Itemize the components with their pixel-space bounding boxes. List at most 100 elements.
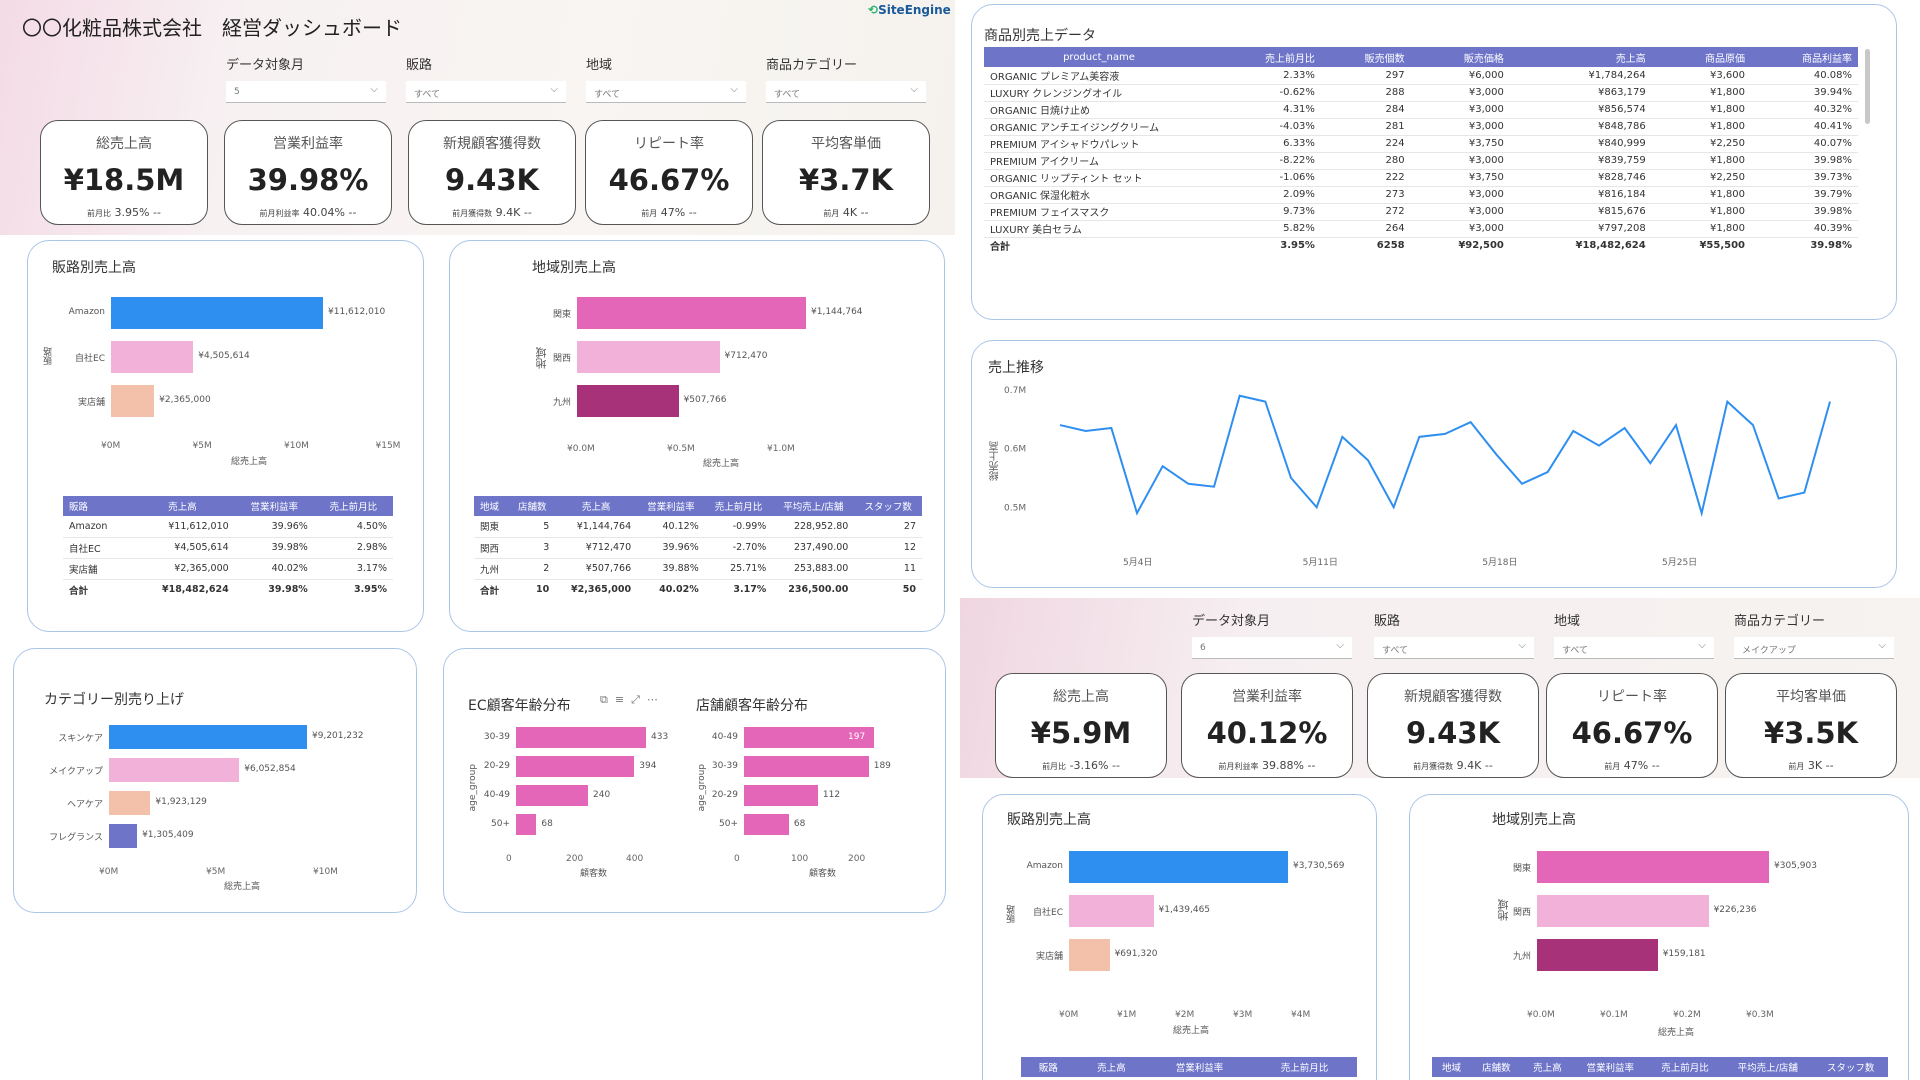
slicer-dropdown[interactable]: 6 ⌵ (1192, 637, 1352, 659)
col-header[interactable]: 店舗数 (509, 496, 556, 516)
slicer-channel[interactable]: 販路 すべて ⌵ (406, 54, 566, 103)
bar[interactable] (744, 785, 818, 806)
more-icon[interactable]: ⋯ (646, 693, 658, 706)
bar[interactable] (744, 756, 869, 777)
bar[interactable] (111, 385, 155, 417)
col-header[interactable]: 商品利益率 (1751, 47, 1858, 67)
col-header[interactable]: 販路 (1021, 1057, 1076, 1077)
bar[interactable] (744, 814, 789, 835)
col-header[interactable]: 売上高 (1521, 1057, 1573, 1077)
bar[interactable] (516, 756, 635, 777)
x-tick-label: 5月25日 (1662, 557, 1697, 568)
col-header[interactable]: 営業利益率 (637, 496, 705, 516)
col-header[interactable]: 売上高 (1075, 1057, 1148, 1077)
bar[interactable] (744, 727, 874, 748)
col-header[interactable]: 売上前月比 (1214, 47, 1321, 67)
col-header[interactable]: 売上前月比 (704, 496, 773, 516)
col-header[interactable]: 営業利益率 (1572, 1057, 1648, 1077)
bar[interactable] (109, 758, 240, 782)
table-row[interactable]: 実店舗 ¥2,365,000 40.02% 3.17% (63, 558, 393, 580)
table-row[interactable]: Amazon ¥11,612,010 39.96% 4.50% (63, 516, 393, 538)
col-header[interactable]: 商品原価 (1651, 47, 1751, 67)
axis-title-x: 総売上高 (231, 457, 268, 467)
table-row[interactable]: LUXURY 美白セラム 5.82% 264 ¥3,000 ¥797,208 ¥1,800… (984, 220, 1858, 238)
bar[interactable] (109, 791, 151, 815)
tick-label: ¥0.1M (1600, 1010, 1628, 1020)
bar[interactable] (577, 341, 720, 373)
slicer-category[interactable]: 商品カテゴリー メイクアップ ⌵ (1734, 610, 1894, 659)
col-header[interactable]: 店舗数 (1470, 1057, 1522, 1077)
bar[interactable] (109, 725, 307, 749)
slicer-dropdown[interactable]: すべて ⌵ (406, 81, 566, 103)
table-row[interactable]: ORGANIC アンチエイジングクリーム -4.03% 281 ¥3,000 ¥848,… (984, 118, 1858, 136)
bar[interactable] (1069, 895, 1154, 927)
bar[interactable] (577, 297, 806, 329)
bar[interactable] (577, 385, 679, 417)
table-row[interactable]: LUXURY クレンジングオイル -0.62% 288 ¥3,000 ¥863,179 ¥… (984, 84, 1858, 102)
col-header[interactable]: 売上前月比 (1252, 1057, 1357, 1077)
table-row[interactable]: 関東 5 ¥1,144,764 40.12% -0.99% 228,952.80 27 (474, 516, 922, 538)
col-header[interactable]: product_name (984, 47, 1214, 67)
col-header[interactable]: 営業利益率 (234, 496, 314, 516)
bar[interactable] (516, 727, 646, 748)
slicer-dropdown[interactable]: 5 ⌵ (226, 81, 386, 103)
slicer-region[interactable]: 地域 すべて ⌵ (586, 54, 746, 103)
slicer-dropdown[interactable]: メイクアップ ⌵ (1734, 637, 1894, 659)
slicer-dropdown[interactable]: すべて ⌵ (1374, 637, 1534, 659)
col-header[interactable]: 販売価格 (1410, 47, 1510, 67)
table-row[interactable]: PREMIUM アイシャドウパレット 6.33% 224 ¥3,750 ¥840,999… (984, 135, 1858, 153)
slicer-dropdown[interactable]: すべて ⌵ (766, 81, 926, 103)
channel-sales-panel: 販路別売上高 販路 総売上高 販路 売上高 営業利益率 売上前月比 Amazon… (982, 794, 1377, 1080)
col-header[interactable]: スタッフ数 (854, 496, 922, 516)
chevron-down-icon: ⌵ (550, 84, 558, 95)
slicer-category[interactable]: 商品カテゴリー すべて ⌵ (766, 54, 926, 103)
channel-sales-panel: 販路別売上高 販路 総売上高 販路 売上高 営業利益率 売上前月比 Amazon… (27, 240, 424, 632)
bar[interactable] (1537, 895, 1709, 927)
col-header[interactable]: 売上高 (1509, 47, 1652, 67)
bar[interactable] (109, 824, 138, 848)
filter-icon[interactable]: ≡ (614, 693, 625, 706)
copy-icon[interactable]: ⧉ (600, 693, 608, 706)
kpi-sub: 前月獲得数 9.4K -- (1413, 759, 1493, 772)
bar[interactable] (111, 297, 323, 329)
col-header[interactable]: 平均売上/店舗 (772, 496, 855, 516)
col-header[interactable]: 販路 (63, 496, 131, 516)
slicer-region[interactable]: 地域 すべて ⌵ (1554, 610, 1714, 659)
sales-trend-line[interactable] (1059, 394, 1831, 518)
focus-icon[interactable]: ⤢ (631, 693, 640, 706)
bar[interactable] (1537, 939, 1658, 971)
slicer-channel[interactable]: 販路 すべて ⌵ (1374, 610, 1534, 659)
col-header[interactable]: スタッフ数 (1813, 1057, 1888, 1077)
slicer-dropdown[interactable]: すべて ⌵ (586, 81, 746, 103)
bar[interactable] (516, 785, 589, 806)
bar[interactable] (1069, 939, 1110, 971)
slicer-month[interactable]: データ対象月 6 ⌵ (1192, 610, 1352, 659)
slicer-month[interactable]: データ対象月 5 ⌵ (226, 54, 386, 103)
table-row[interactable]: PREMIUM アイクリーム -8.22% 280 ¥3,000 ¥839,759 ¥1,… (984, 152, 1858, 170)
table-scrollbar[interactable] (1865, 49, 1870, 124)
bar[interactable] (111, 341, 194, 373)
slicer-dropdown[interactable]: すべて ⌵ (1554, 637, 1714, 659)
col-header[interactable]: 営業利益率 (1147, 1057, 1253, 1077)
category-sales-panel: カテゴリー別売り上げ 総売上高 スキンケア ¥9,201,232 メイクアップ ¥6,… (13, 648, 417, 913)
col-header[interactable]: 地域 (474, 496, 510, 516)
bar[interactable] (516, 814, 537, 835)
table-row[interactable]: 自社EC ¥4,505,614 39.98% 2.98% (63, 537, 393, 559)
table-row[interactable]: 関西 3 ¥712,470 39.96% -2.70% 237,490.00 12 (474, 537, 922, 559)
table-row[interactable]: ORGANIC プレミアム美容液 2.33% 297 ¥6,000 ¥1,784,264… (984, 67, 1858, 85)
col-header[interactable]: 平均売上/店舗 (1722, 1057, 1814, 1077)
bar[interactable] (1537, 851, 1769, 883)
col-header[interactable]: 売上高 (555, 496, 638, 516)
col-header[interactable]: 売上前月比 (1647, 1057, 1723, 1077)
col-header[interactable]: 地域 (1432, 1057, 1471, 1077)
table-row[interactable]: ORGANIC 日焼け止め 4.31% 284 ¥3,000 ¥856,574 ¥1,80… (984, 101, 1858, 119)
table-row[interactable]: PREMIUM フェイスマスク 9.73% 272 ¥3,000 ¥815,676 ¥1,… (984, 203, 1858, 221)
col-header[interactable]: 売上高 (130, 496, 235, 516)
col-header[interactable]: 売上前月比 (313, 496, 393, 516)
table-row[interactable]: 九州 2 ¥507,766 39.88% 25.71% 253,883.00 11 (474, 558, 922, 580)
table-row[interactable]: ORGANIC リップティント セット -1.06% 222 ¥3,750 ¥828,7… (984, 169, 1858, 187)
table-row[interactable]: ORGANIC 保湿化粧水 2.09% 273 ¥3,000 ¥816,184 ¥1,80… (984, 186, 1858, 204)
bar[interactable] (1069, 851, 1288, 883)
col-header[interactable]: 販売個数 (1320, 47, 1411, 67)
panel-title: 店舗顧客年齢分布 (696, 698, 808, 714)
